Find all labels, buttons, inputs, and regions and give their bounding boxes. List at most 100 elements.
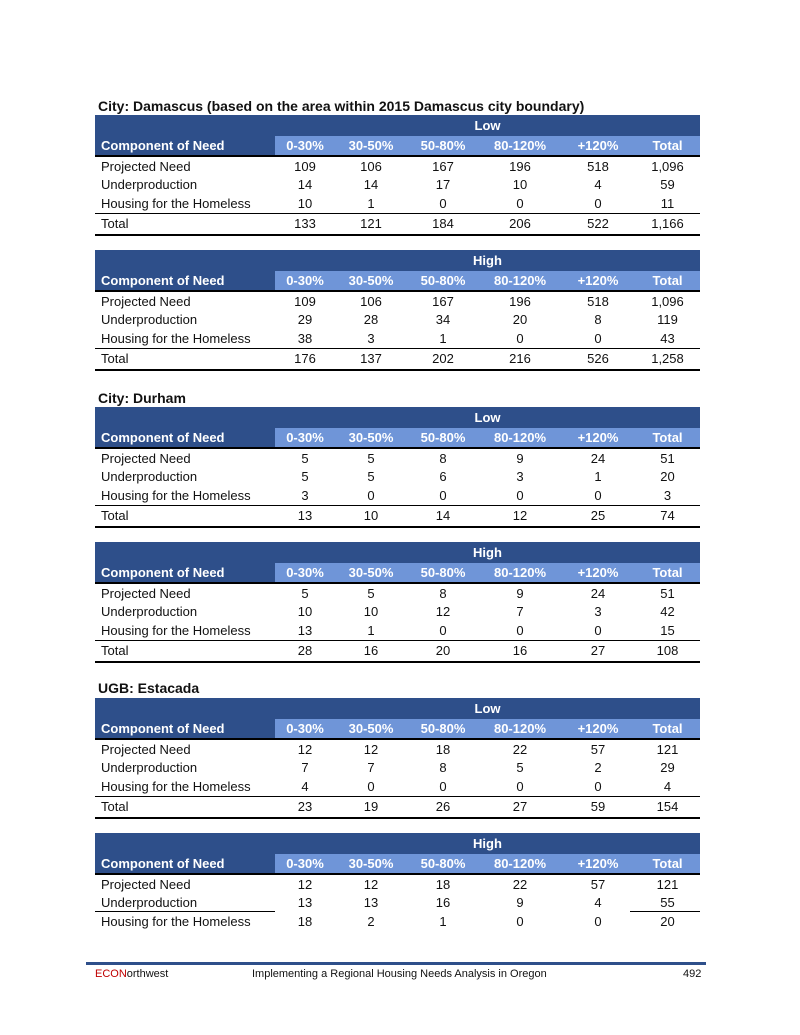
cell: 0 bbox=[594, 330, 602, 346]
cell: 8 bbox=[439, 585, 447, 601]
cell: 13 bbox=[297, 508, 313, 523]
cell: 16 bbox=[512, 643, 528, 658]
cell: 9 bbox=[516, 585, 524, 601]
cell: 27 bbox=[590, 643, 606, 658]
table-row: Projected Need 109 106 167 196 518 1,096 bbox=[95, 157, 700, 176]
cell: 176 bbox=[294, 351, 316, 366]
table-row: Underproduction 10 10 12 7 3 42 bbox=[95, 603, 700, 622]
cell: 13 bbox=[297, 622, 313, 638]
brand-rest: orthwest bbox=[126, 968, 169, 980]
cell: 167 bbox=[432, 158, 454, 174]
cell: 0 bbox=[516, 778, 524, 794]
cell: 18 bbox=[435, 876, 451, 892]
column-header: +120% bbox=[577, 430, 619, 445]
table-row: Housing for the Homeless 13 1 0 0 0 15 bbox=[95, 621, 700, 641]
cell: 0 bbox=[516, 330, 524, 346]
cell: 5 bbox=[367, 469, 375, 485]
row-label: Projected Need bbox=[101, 876, 191, 892]
header-row: Component of Need 0-30% 30-50% 50-80% 80-120… bbox=[95, 563, 700, 584]
cell: 24 bbox=[590, 450, 606, 466]
cell: 13 bbox=[297, 895, 313, 911]
underline-label bbox=[95, 911, 275, 912]
need-table: Low Component of Need 0-30% 30-50% 50-80% 80-… bbox=[95, 698, 700, 819]
cell: 4 bbox=[594, 177, 602, 193]
cell: 18 bbox=[435, 741, 451, 757]
need-table: High Component of Need 0-30% 30-50% 50-80% 80… bbox=[95, 833, 700, 931]
cell: 9 bbox=[516, 450, 524, 466]
cell: 29 bbox=[297, 312, 313, 328]
footer-rule bbox=[86, 962, 706, 965]
scenario-label: Low bbox=[474, 701, 501, 716]
need-table: Low Component of Need 0-30% 30-50% 50-80% 80-… bbox=[95, 407, 700, 528]
cell: 0 bbox=[439, 195, 447, 211]
cell: 59 bbox=[660, 177, 675, 193]
row-label: Projected Need bbox=[101, 741, 191, 757]
cell: 11 bbox=[660, 195, 675, 211]
cell: 4 bbox=[663, 778, 672, 794]
cell: 0 bbox=[594, 913, 602, 929]
column-header: Component of Need bbox=[95, 719, 275, 738]
cell: 13 bbox=[363, 895, 379, 911]
cell: 206 bbox=[509, 216, 531, 231]
row-label: Housing for the Homeless bbox=[101, 778, 251, 794]
column-header: Total bbox=[652, 565, 683, 580]
header-row: Component of Need 0-30% 30-50% 50-80% 80-120… bbox=[95, 136, 700, 157]
column-header: +120% bbox=[577, 565, 619, 580]
cell: 5 bbox=[301, 469, 309, 485]
cell: 2 bbox=[367, 913, 375, 929]
cell: 55 bbox=[660, 895, 675, 911]
cell: 25 bbox=[590, 508, 606, 523]
table-row: Housing for the Homeless 3 0 0 0 0 3 bbox=[95, 486, 700, 506]
scenario-band: High bbox=[95, 833, 700, 854]
column-header: Total bbox=[652, 856, 683, 871]
scenario-label: Low bbox=[474, 118, 501, 133]
cell: 121 bbox=[656, 876, 679, 892]
cell: 59 bbox=[590, 799, 606, 814]
cell: 0 bbox=[516, 913, 524, 929]
cell: 9 bbox=[516, 895, 524, 911]
table-row: Underproduction 14 14 17 10 4 59 bbox=[95, 176, 700, 195]
row-label: Housing for the Homeless bbox=[101, 622, 251, 638]
cell: 27 bbox=[512, 799, 528, 814]
cell: 10 bbox=[297, 604, 313, 620]
row-label: Underproduction bbox=[101, 177, 198, 193]
column-header: 80-120% bbox=[493, 565, 547, 580]
cell: 14 bbox=[297, 177, 313, 193]
cell: 8 bbox=[439, 450, 447, 466]
cell: 167 bbox=[432, 293, 454, 309]
section-title: City: Durham bbox=[98, 390, 186, 406]
total-row: Total 13 10 14 12 25 74 bbox=[95, 506, 700, 528]
table-row: Housing for the Homeless 4 0 0 0 0 4 bbox=[95, 777, 700, 797]
cell: 8 bbox=[439, 760, 447, 776]
column-header: 80-120% bbox=[493, 138, 547, 153]
scenario-band: High bbox=[95, 250, 700, 271]
cell: 23 bbox=[297, 799, 313, 814]
cell: 121 bbox=[656, 741, 679, 757]
column-header: 50-80% bbox=[420, 856, 466, 871]
column-header: Component of Need bbox=[95, 428, 275, 447]
scenario-band: High bbox=[95, 542, 700, 563]
cell: 5 bbox=[367, 450, 375, 466]
cell: 7 bbox=[367, 760, 375, 776]
column-header: Component of Need bbox=[95, 854, 275, 873]
scenario-band: Low bbox=[95, 698, 700, 719]
cell: 518 bbox=[587, 158, 609, 174]
cell: 0 bbox=[594, 195, 602, 211]
cell: 51 bbox=[660, 450, 675, 466]
column-header: Total bbox=[652, 273, 683, 288]
table-row: Projected Need 5 5 8 9 24 51 bbox=[95, 584, 700, 603]
cell: 108 bbox=[656, 643, 679, 658]
scenario-label: High bbox=[473, 836, 502, 851]
column-header: 50-80% bbox=[420, 565, 466, 580]
column-header: 30-50% bbox=[348, 856, 394, 871]
table-row: Projected Need 109 106 167 196 518 1,096 bbox=[95, 292, 700, 311]
cell: 119 bbox=[657, 312, 678, 328]
scenario-label: High bbox=[473, 253, 502, 268]
cell: 184 bbox=[432, 216, 454, 231]
row-label: Housing for the Homeless bbox=[101, 330, 251, 346]
cell: 7 bbox=[516, 604, 524, 620]
table-row: Underproduction 29 28 34 20 8 119 bbox=[95, 311, 700, 330]
row-label: Total bbox=[101, 643, 129, 658]
cell: 1 bbox=[367, 195, 375, 211]
need-table: Low Component of Need 0-30% 30-50% 50-80% 80-… bbox=[95, 115, 700, 236]
